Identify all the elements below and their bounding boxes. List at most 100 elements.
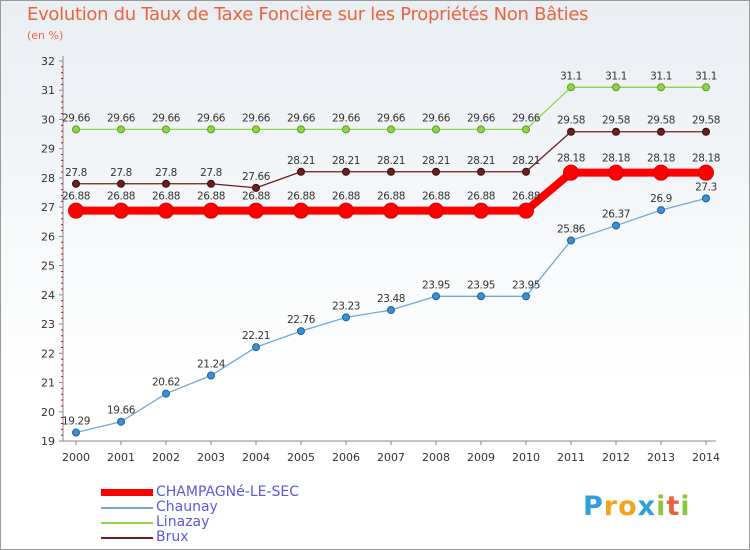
chart-title: Evolution du Taux de Taxe Foncière sur l… — [27, 4, 589, 25]
data-label-brux: 28.21 — [377, 155, 405, 167]
data-label-chaunay: 19.29 — [62, 416, 90, 428]
data-point-brux — [657, 127, 665, 136]
data-label-linazay: 31.1 — [560, 70, 582, 82]
y-tick-label: 20 — [41, 406, 55, 419]
data-point-linazay — [162, 125, 170, 134]
y-axis-unit: (en %) — [27, 29, 64, 42]
data-point-champagne — [68, 202, 84, 219]
data-point-champagne — [698, 164, 714, 181]
data-point-champagne — [653, 164, 669, 181]
y-tick-label: 25 — [41, 260, 55, 273]
data-point-chaunay — [252, 343, 260, 352]
x-tick-label: 2014 — [692, 451, 720, 464]
data-point-chaunay — [117, 417, 125, 426]
data-label-champagne: 28.18 — [692, 153, 720, 165]
data-label-chaunay: 25.86 — [557, 223, 586, 235]
data-label-chaunay: 23.95 — [512, 279, 540, 291]
y-tick-label: 32 — [41, 55, 55, 68]
data-label-chaunay: 26.37 — [602, 209, 630, 221]
data-label-champagne: 26.88 — [422, 191, 450, 203]
data-label-champagne: 26.88 — [152, 191, 180, 203]
data-point-brux — [612, 127, 620, 136]
data-label-linazay: 31.1 — [605, 70, 627, 82]
data-label-champagne: 26.88 — [377, 191, 405, 203]
data-point-brux — [72, 179, 80, 188]
data-point-linazay — [72, 125, 80, 134]
data-label-brux: 29.58 — [647, 115, 675, 127]
x-tick-label: 2007 — [377, 451, 405, 464]
x-tick-label: 2003 — [197, 451, 225, 464]
data-point-chaunay — [162, 389, 170, 398]
data-label-linazay: 29.66 — [107, 112, 136, 124]
legend-label-champagne: CHAMPAGNé-LE-SEC — [156, 484, 300, 500]
data-point-linazay — [387, 125, 395, 134]
y-tick-label: 19 — [41, 435, 55, 448]
x-tick-label: 2000 — [62, 451, 90, 464]
data-label-linazay: 29.66 — [467, 112, 496, 124]
data-label-brux: 29.58 — [602, 115, 630, 127]
data-label-brux: 27.8 — [65, 167, 87, 179]
y-tick-label: 31 — [41, 84, 55, 97]
x-tick-label: 2010 — [512, 451, 540, 464]
data-point-linazay — [567, 83, 575, 92]
data-point-brux — [342, 167, 350, 176]
x-tick-label: 2009 — [467, 451, 495, 464]
data-label-linazay: 29.66 — [197, 112, 226, 124]
data-label-chaunay: 23.48 — [377, 293, 405, 305]
data-point-linazay — [477, 125, 485, 134]
data-point-linazay — [342, 125, 350, 134]
data-label-champagne: 26.88 — [467, 191, 495, 203]
data-label-brux: 28.21 — [422, 155, 450, 167]
data-point-brux — [117, 179, 125, 188]
data-label-chaunay: 23.23 — [332, 300, 360, 312]
data-label-chaunay: 22.21 — [242, 330, 270, 342]
data-point-chaunay — [567, 236, 575, 245]
data-point-linazay — [297, 125, 305, 134]
data-point-linazay — [657, 83, 665, 92]
data-point-brux — [387, 167, 395, 176]
y-tick-label: 26 — [41, 230, 55, 243]
data-point-chaunay — [522, 292, 530, 301]
y-tick-label: 23 — [41, 318, 55, 331]
data-label-linazay: 31.1 — [650, 70, 672, 82]
legend-swatch-chaunay — [101, 507, 153, 509]
data-point-champagne — [203, 202, 219, 219]
data-point-chaunay — [207, 371, 215, 380]
data-label-brux: 27.8 — [110, 167, 132, 179]
data-label-champagne: 26.88 — [197, 191, 225, 203]
data-point-chaunay — [297, 327, 305, 336]
data-point-champagne — [563, 164, 579, 181]
data-label-linazay: 29.66 — [377, 112, 406, 124]
data-label-linazay: 29.66 — [152, 112, 181, 124]
legend: CHAMPAGNé-LE-SEC Chaunay Linazay Brux — [101, 485, 361, 545]
data-label-champagne: 26.88 — [62, 191, 90, 203]
data-point-chaunay — [432, 292, 440, 301]
data-point-chaunay — [387, 306, 395, 315]
data-label-champagne: 26.88 — [332, 191, 360, 203]
y-tick-label: 30 — [41, 113, 55, 126]
data-point-brux — [522, 167, 530, 176]
data-label-chaunay: 20.62 — [152, 377, 180, 389]
data-point-champagne — [428, 202, 444, 219]
data-label-linazay: 29.66 — [332, 112, 361, 124]
data-point-linazay — [117, 125, 125, 134]
data-label-brux: 28.21 — [512, 155, 540, 167]
legend-item-linazay: Linazay — [101, 515, 361, 530]
proxiti-logo: Proxiti — [583, 491, 691, 522]
x-tick-label: 2013 — [647, 451, 675, 464]
data-label-linazay: 29.66 — [242, 112, 271, 124]
data-point-champagne — [518, 202, 534, 219]
data-point-chaunay — [342, 313, 350, 322]
data-point-linazay — [432, 125, 440, 134]
data-label-chaunay: 23.95 — [422, 279, 450, 291]
data-point-chaunay — [657, 206, 665, 215]
data-label-champagne: 28.18 — [602, 153, 630, 165]
data-point-linazay — [702, 83, 710, 92]
data-point-champagne — [158, 202, 174, 219]
data-point-chaunay — [612, 221, 620, 230]
data-point-brux — [477, 167, 485, 176]
series-line-chaunay — [75, 197, 707, 434]
data-point-linazay — [612, 83, 620, 92]
